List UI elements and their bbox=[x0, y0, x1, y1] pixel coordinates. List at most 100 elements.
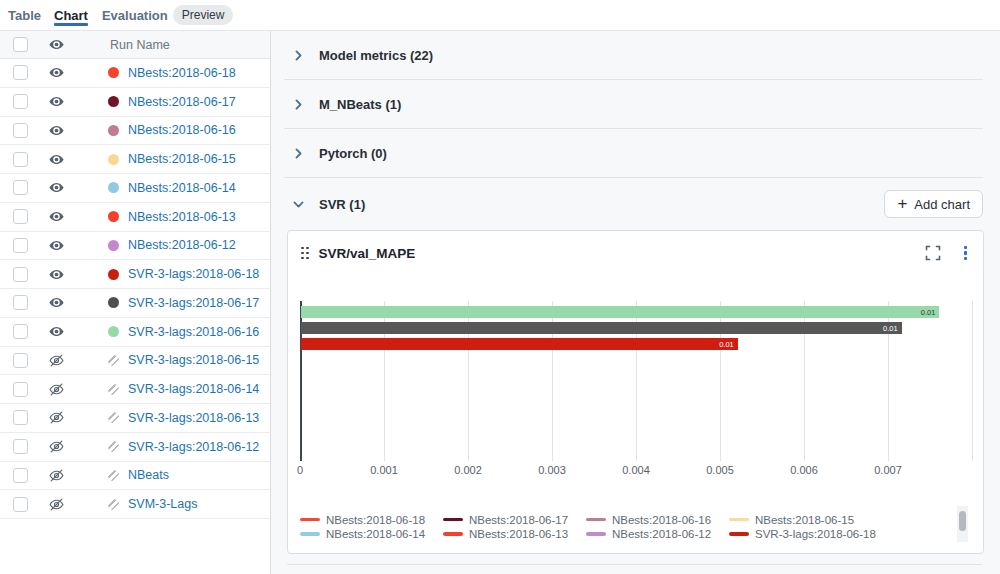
run-color-dot bbox=[108, 441, 119, 452]
select-all-checkbox[interactable] bbox=[13, 37, 28, 52]
eye-visible-icon[interactable] bbox=[47, 64, 65, 82]
run-name-link[interactable]: SVM-3-Lags bbox=[128, 497, 197, 511]
x-tick-label: 0 bbox=[270, 464, 330, 476]
legend-scrollbar-thumb[interactable] bbox=[959, 511, 966, 531]
plus-icon: + bbox=[897, 195, 907, 212]
chevron-down-icon bbox=[292, 198, 305, 211]
eye-visible-icon[interactable] bbox=[47, 179, 65, 197]
run-color-dot bbox=[108, 297, 119, 308]
legend-item[interactable]: NBests:2018-06-16 bbox=[586, 513, 711, 526]
chart-card: SVR/val_MAPE 0.010.010.01 00.0010.0020.0… bbox=[287, 230, 984, 554]
chevron-right-icon bbox=[292, 147, 305, 160]
legend-item[interactable]: NBests:2018-06-17 bbox=[443, 513, 568, 526]
eye-visible-icon[interactable] bbox=[47, 208, 65, 226]
run-row: NBeats bbox=[0, 462, 270, 491]
eye-visible-icon[interactable] bbox=[47, 265, 65, 283]
chart-legend: NBests:2018-06-18 NBests:2018-06-17 NBes… bbox=[300, 513, 960, 543]
legend-color-swatch bbox=[586, 532, 606, 536]
run-checkbox[interactable] bbox=[13, 94, 28, 109]
run-checkbox[interactable] bbox=[13, 123, 28, 138]
run-name-link[interactable]: SVR-3-lags:2018-06-14 bbox=[128, 382, 259, 396]
run-row: SVR-3-lags:2018-06-18 bbox=[0, 260, 270, 289]
legend-item[interactable]: NBests:2018-06-12 bbox=[586, 528, 711, 541]
legend-item[interactable]: NBests:2018-06-13 bbox=[443, 528, 568, 541]
legend-label: NBests:2018-06-14 bbox=[326, 528, 425, 540]
eye-hidden-icon[interactable] bbox=[47, 409, 65, 427]
run-color-dot bbox=[108, 269, 119, 280]
run-name-link[interactable]: NBests:2018-06-18 bbox=[128, 66, 236, 80]
run-name-link[interactable]: SVR-3-lags:2018-06-16 bbox=[128, 325, 259, 339]
legend-item[interactable]: NBests:2018-06-18 bbox=[300, 513, 425, 526]
legend-color-swatch bbox=[729, 532, 749, 536]
tab-table[interactable]: Table bbox=[8, 0, 41, 30]
run-name-link[interactable]: NBests:2018-06-16 bbox=[128, 123, 236, 137]
section-model-metrics[interactable]: Model metrics (22) bbox=[271, 31, 1000, 80]
run-name-link[interactable]: NBests:2018-06-17 bbox=[128, 95, 236, 109]
run-name-link[interactable]: SVR-3-lags:2018-06-15 bbox=[128, 353, 259, 367]
eye-hidden-icon[interactable] bbox=[47, 351, 65, 369]
legend-item[interactable]: NBests:2018-06-14 bbox=[300, 528, 425, 541]
eye-icon[interactable] bbox=[47, 36, 65, 54]
run-checkbox[interactable] bbox=[13, 152, 28, 167]
run-name-link[interactable]: SVR-3-lags:2018-06-18 bbox=[128, 267, 259, 281]
eye-hidden-icon[interactable] bbox=[47, 380, 65, 398]
bar-chart-plot: 0.010.010.01 bbox=[300, 301, 972, 461]
add-chart-button[interactable]: + Add chart bbox=[884, 190, 983, 218]
run-checkbox[interactable] bbox=[13, 209, 28, 224]
tab-chart[interactable]: Chart bbox=[54, 0, 88, 30]
legend-color-swatch bbox=[586, 518, 606, 522]
run-checkbox[interactable] bbox=[13, 382, 28, 397]
run-checkbox[interactable] bbox=[13, 295, 28, 310]
legend-color-swatch bbox=[729, 518, 749, 522]
eye-hidden-icon[interactable] bbox=[47, 438, 65, 456]
run-name-column-header: Run Name bbox=[110, 38, 170, 52]
run-name-link[interactable]: NBests:2018-06-15 bbox=[128, 152, 236, 166]
eye-visible-icon[interactable] bbox=[47, 294, 65, 312]
run-color-dot bbox=[108, 326, 119, 337]
run-name-link[interactable]: NBests:2018-06-12 bbox=[128, 238, 236, 252]
eye-visible-icon[interactable] bbox=[47, 121, 65, 139]
run-name-link[interactable]: SVR-3-lags:2018-06-13 bbox=[128, 411, 259, 425]
chevron-right-icon bbox=[292, 49, 305, 62]
run-name-link[interactable]: NBeats bbox=[128, 468, 169, 482]
legend-item[interactable]: NBests:2018-06-15 bbox=[729, 513, 854, 526]
section-pytorch[interactable]: Pytorch (0) bbox=[271, 129, 1000, 178]
eye-hidden-icon[interactable] bbox=[47, 495, 65, 513]
legend-scrollbar[interactable] bbox=[957, 506, 968, 542]
run-checkbox[interactable] bbox=[13, 65, 28, 80]
kebab-menu-icon[interactable] bbox=[962, 246, 969, 260]
eye-hidden-icon[interactable] bbox=[47, 466, 65, 484]
run-name-link[interactable]: SVR-3-lags:2018-06-17 bbox=[128, 296, 259, 310]
eye-visible-icon[interactable] bbox=[47, 150, 65, 168]
section-m-nbeats[interactable]: M_NBeats (1) bbox=[271, 80, 1000, 129]
run-checkbox[interactable] bbox=[13, 468, 28, 483]
eye-visible-icon[interactable] bbox=[47, 236, 65, 254]
run-name-link[interactable]: SVR-3-lags:2018-06-12 bbox=[128, 440, 259, 454]
run-checkbox[interactable] bbox=[13, 439, 28, 454]
drag-handle-icon[interactable] bbox=[301, 247, 309, 260]
run-row: SVR-3-lags:2018-06-17 bbox=[0, 289, 270, 318]
legend-label: NBests:2018-06-15 bbox=[755, 514, 854, 526]
run-checkbox[interactable] bbox=[13, 410, 28, 425]
run-name-link[interactable]: NBests:2018-06-13 bbox=[128, 210, 236, 224]
eye-visible-icon[interactable] bbox=[47, 323, 65, 341]
legend-color-swatch bbox=[300, 518, 320, 522]
legend-item[interactable]: SVR-3-lags:2018-06-18 bbox=[729, 528, 876, 541]
eye-visible-icon[interactable] bbox=[47, 93, 65, 111]
run-color-dot bbox=[108, 499, 119, 510]
run-checkbox[interactable] bbox=[13, 353, 28, 368]
tab-evaluation[interactable]: Evaluation bbox=[102, 0, 168, 30]
x-tick-label: 0.007 bbox=[858, 464, 918, 476]
tab-bar: Table Chart Evaluation Preview bbox=[0, 0, 1000, 30]
run-checkbox[interactable] bbox=[13, 180, 28, 195]
run-checkbox[interactable] bbox=[13, 238, 28, 253]
run-checkbox[interactable] bbox=[13, 267, 28, 282]
bar-SVR-3-lags:2018-06-17: 0.01 bbox=[301, 322, 902, 334]
run-name-link[interactable]: NBests:2018-06-14 bbox=[128, 181, 236, 195]
run-checkbox[interactable] bbox=[13, 497, 28, 512]
section-svr[interactable]: SVR (1) + Add chart bbox=[271, 178, 1000, 230]
expand-icon[interactable] bbox=[925, 245, 941, 261]
run-checkbox[interactable] bbox=[13, 324, 28, 339]
legend-label: NBests:2018-06-13 bbox=[469, 528, 568, 540]
x-tick-label: 0.006 bbox=[774, 464, 834, 476]
